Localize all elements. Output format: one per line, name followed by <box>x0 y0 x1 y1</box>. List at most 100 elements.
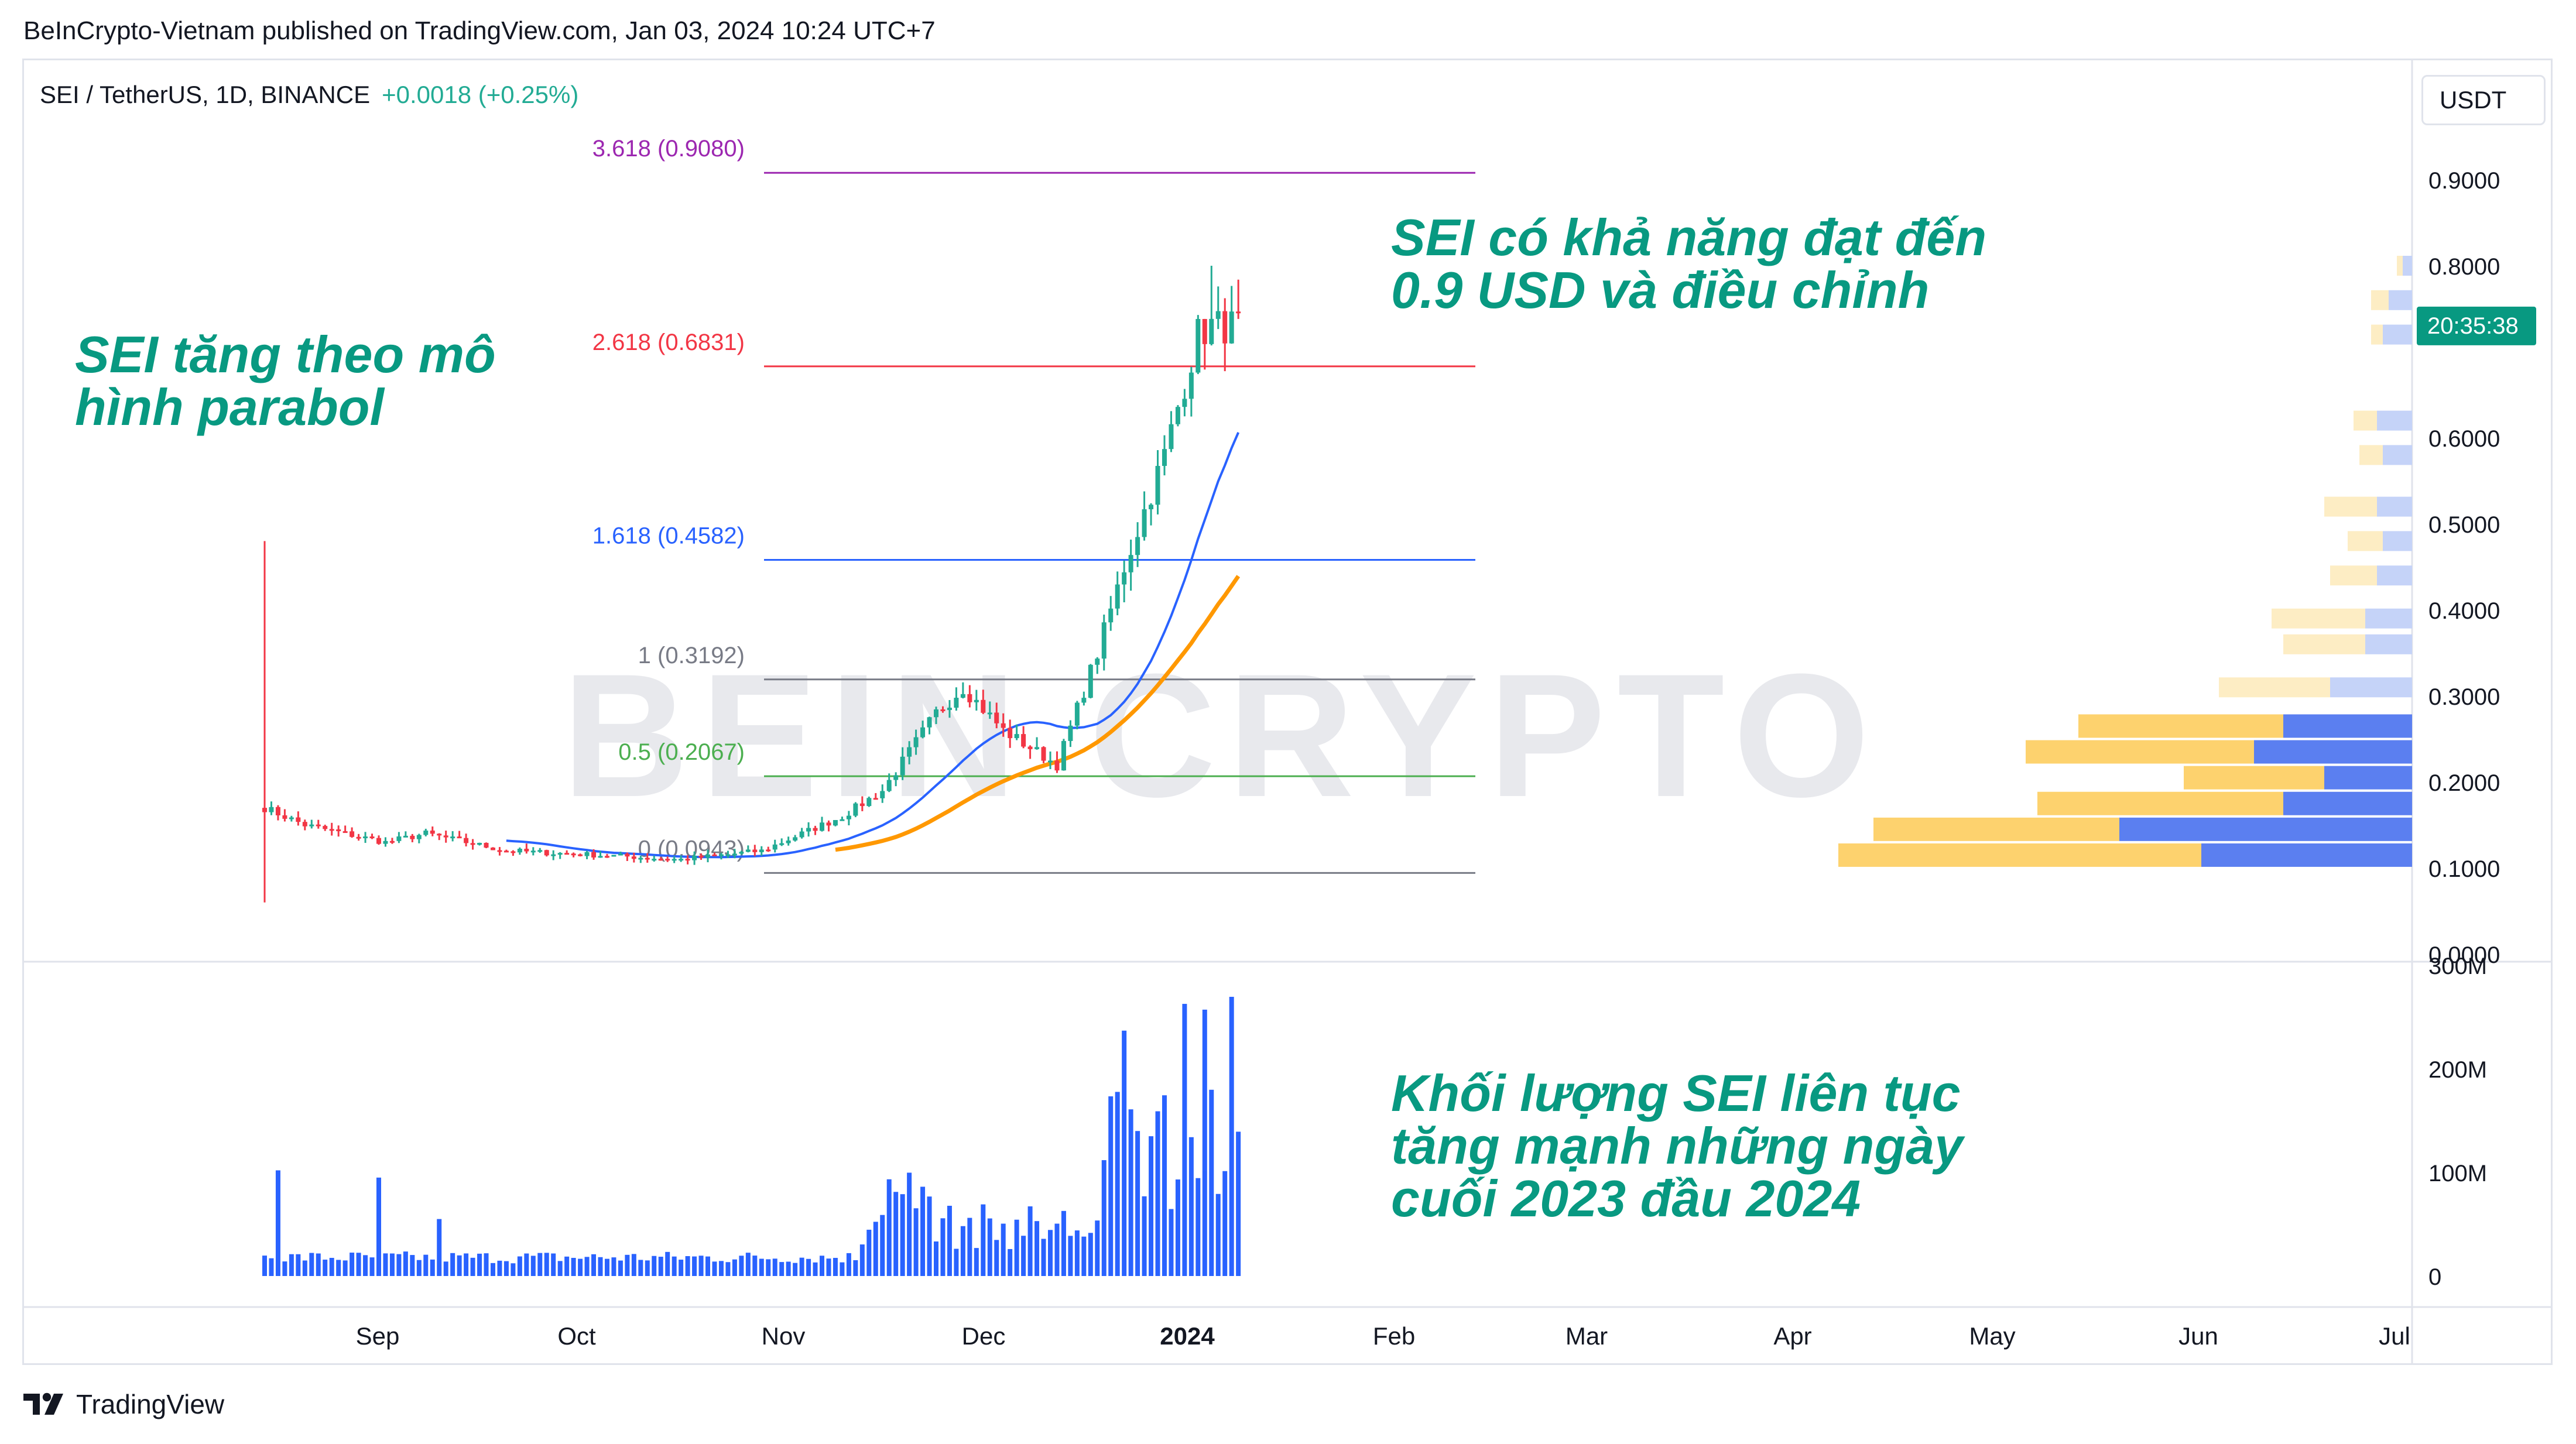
candle-body[interactable] <box>302 822 307 826</box>
candle-body[interactable] <box>450 836 455 839</box>
candle-body[interactable] <box>960 694 965 698</box>
candle-body[interactable] <box>725 854 731 856</box>
candle-body[interactable] <box>799 831 804 838</box>
candle-body[interactable] <box>1209 318 1214 344</box>
candle-body[interactable] <box>1068 725 1073 741</box>
candle-body[interactable] <box>557 853 563 855</box>
candle-body[interactable] <box>947 708 952 711</box>
candle-body[interactable] <box>336 829 341 832</box>
candle-body[interactable] <box>309 824 314 826</box>
candle-body[interactable] <box>1061 740 1066 771</box>
candle-body[interactable] <box>544 850 549 856</box>
candle-body[interactable] <box>517 849 522 853</box>
candle-body[interactable] <box>692 855 697 860</box>
candle-body[interactable] <box>416 835 422 839</box>
candle-body[interactable] <box>913 737 919 747</box>
candle-body[interactable] <box>672 859 677 861</box>
candle-body[interactable] <box>1122 572 1127 585</box>
candle-body[interactable] <box>598 856 603 858</box>
candle-body[interactable] <box>423 830 429 835</box>
candle-body[interactable] <box>880 791 885 798</box>
candle-body[interactable] <box>323 826 328 829</box>
candle-body[interactable] <box>967 694 972 702</box>
candle-body[interactable] <box>396 836 402 841</box>
candle-body[interactable] <box>786 840 791 843</box>
candle-body[interactable] <box>712 854 717 856</box>
candle-body[interactable] <box>1142 509 1147 537</box>
candle-body[interactable] <box>262 808 267 812</box>
candle-body[interactable] <box>907 747 912 757</box>
candle-body[interactable] <box>665 859 670 861</box>
candle-body[interactable] <box>356 836 361 839</box>
candle-body[interactable] <box>376 838 381 844</box>
candle-body[interactable] <box>705 854 711 858</box>
candle-body[interactable] <box>604 856 609 858</box>
candle-body[interactable] <box>779 843 785 845</box>
candle-body[interactable] <box>289 817 294 819</box>
currency-button[interactable]: USDT <box>2421 75 2546 125</box>
candle-body[interactable] <box>443 835 448 838</box>
candle-body[interactable] <box>900 756 905 776</box>
candle-body[interactable] <box>1175 407 1180 424</box>
candle-body[interactable] <box>1222 311 1228 344</box>
candle-body[interactable] <box>1215 311 1221 319</box>
candle-body[interactable] <box>625 853 630 857</box>
candle-body[interactable] <box>893 775 899 780</box>
candle-body[interactable] <box>484 843 489 848</box>
candle-body[interactable] <box>1149 505 1154 510</box>
candle-body[interactable] <box>464 838 469 843</box>
candle-body[interactable] <box>1229 311 1234 344</box>
candle-body[interactable] <box>1108 608 1114 623</box>
candle-body[interactable] <box>437 834 442 836</box>
candle-body[interactable] <box>1182 399 1187 407</box>
candle-body[interactable] <box>772 844 777 850</box>
candle-body[interactable] <box>987 712 992 715</box>
candle-body[interactable] <box>1115 584 1120 609</box>
candle-body[interactable] <box>363 836 368 839</box>
candle-body[interactable] <box>806 828 811 832</box>
candle-body[interactable] <box>503 850 509 853</box>
candle-body[interactable] <box>934 709 938 718</box>
candle-body[interactable] <box>497 850 502 852</box>
candle-body[interactable] <box>698 855 704 858</box>
candle-body[interactable] <box>679 859 684 861</box>
candle-body[interactable] <box>1128 555 1133 572</box>
candle-body[interactable] <box>840 819 845 821</box>
candle-body[interactable] <box>886 780 892 791</box>
candle-body[interactable] <box>584 852 590 856</box>
candle-body[interactable] <box>1095 658 1100 665</box>
candle-body[interactable] <box>752 849 758 852</box>
symbol-info[interactable]: SEI / TetherUS, 1D, BINANCE +0.0018 (+0.2… <box>40 81 578 109</box>
candle-body[interactable] <box>1014 734 1019 739</box>
candle-body[interactable] <box>658 859 663 861</box>
candle-body[interactable] <box>1236 311 1241 314</box>
candle-body[interactable] <box>866 798 872 807</box>
candle-body[interactable] <box>853 803 858 816</box>
candle-body[interactable] <box>1001 723 1006 728</box>
candle-body[interactable] <box>1047 760 1053 763</box>
candle-body[interactable] <box>410 835 415 839</box>
candle-body[interactable] <box>537 850 543 852</box>
candle-body[interactable] <box>530 850 536 853</box>
candle-body[interactable] <box>1021 734 1026 747</box>
candle-body[interactable] <box>732 853 737 856</box>
candle-body[interactable] <box>1088 664 1093 698</box>
candle-body[interactable] <box>1155 465 1160 505</box>
candle-body[interactable] <box>1135 537 1140 555</box>
candle-body[interactable] <box>350 831 355 837</box>
candle-body[interactable] <box>638 858 643 860</box>
candle-body[interactable] <box>524 849 529 852</box>
candle-body[interactable] <box>974 699 979 702</box>
candle-body[interactable] <box>766 849 771 852</box>
candle-body[interactable] <box>685 859 690 861</box>
candle-body[interactable] <box>316 824 321 826</box>
candle-body[interactable] <box>652 859 657 861</box>
candle-body[interactable] <box>820 822 825 831</box>
candle-body[interactable] <box>457 836 462 839</box>
candle-body[interactable] <box>631 856 636 859</box>
candle-body[interactable] <box>1195 318 1201 373</box>
candle-body[interactable] <box>1188 372 1194 399</box>
candle-body[interactable] <box>490 848 495 850</box>
candle-body[interactable] <box>1162 449 1167 466</box>
